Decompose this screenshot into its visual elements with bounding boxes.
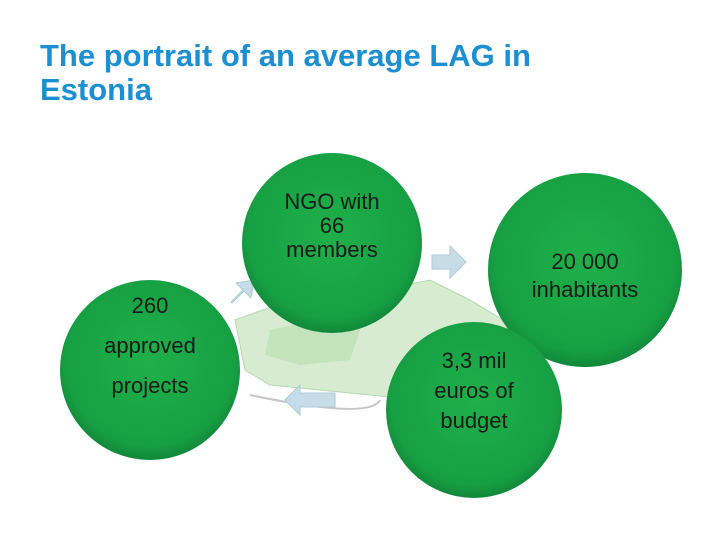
title-line: The portrait of an average LAG in	[40, 38, 531, 73]
node-circle	[242, 153, 422, 333]
node-label: members	[286, 237, 378, 262]
node-label: 3,3 mil	[442, 348, 507, 373]
node-label: 66	[320, 213, 344, 238]
node-label: 20 000	[551, 249, 618, 274]
node-label: NGO with	[284, 189, 379, 214]
arrows	[230, 244, 467, 417]
title-line: Estonia	[40, 72, 153, 107]
node-circle	[60, 280, 240, 460]
node-circle	[386, 322, 562, 498]
node-circle	[488, 173, 682, 367]
node-label: budget	[440, 408, 507, 433]
node-label: inhabitants	[532, 277, 638, 302]
node-label: projects	[111, 373, 188, 398]
node-label: euros of	[434, 378, 514, 403]
node-label: approved	[104, 333, 196, 358]
node-label: 260	[132, 293, 169, 318]
